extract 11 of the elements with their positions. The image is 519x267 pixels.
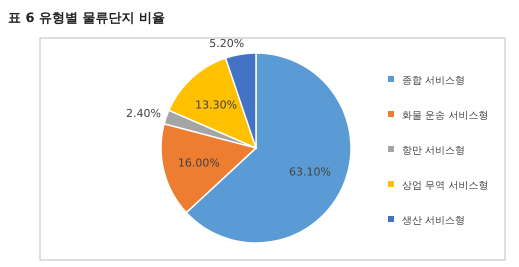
legend-label: 생산 서비스형 <box>402 216 466 226</box>
data-label: 63.10% <box>289 166 331 179</box>
legend-label: 종합 서비스형 <box>402 76 466 86</box>
data-label: 13.30% <box>195 98 238 112</box>
chart-title: 표 6 유형별 물류단지 비율 <box>8 11 166 26</box>
data-label: 16.00% <box>178 156 220 170</box>
legend-label: 항만 서비스형 <box>402 146 466 156</box>
legend-label: 상업 무역 서비스형 <box>402 180 488 192</box>
data-label: 2.40% <box>126 107 161 120</box>
legend-label: 화물 운송 서비스형 <box>402 110 488 122</box>
data-label: 5.20% <box>209 37 244 50</box>
